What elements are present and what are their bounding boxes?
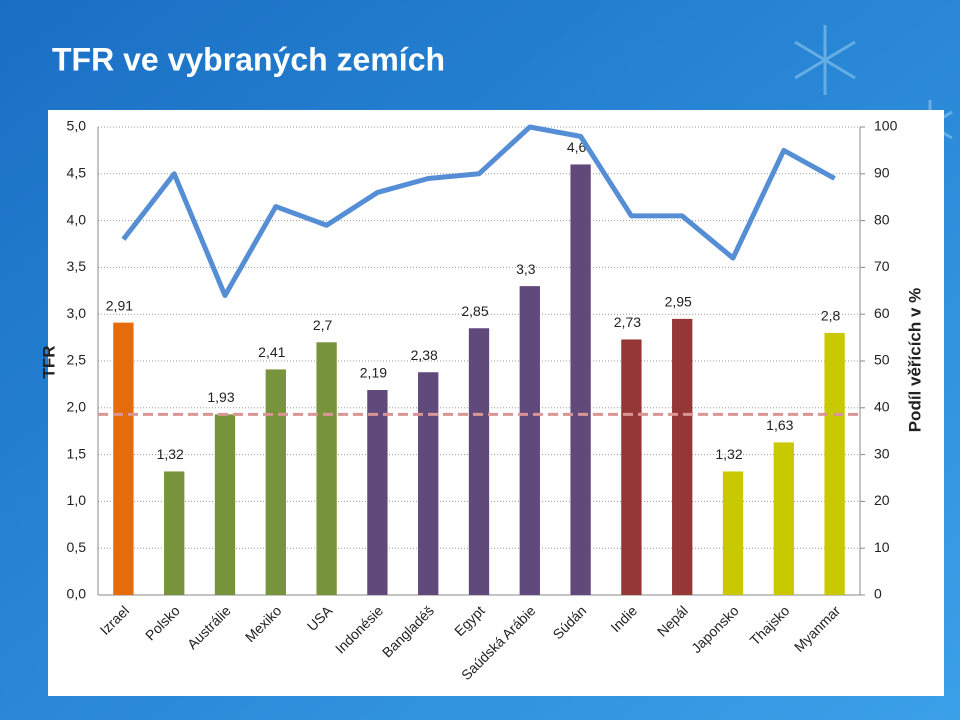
line-series: [121, 124, 836, 298]
y2-axis-label: Podíl věřících v %: [905, 288, 924, 433]
y2-tick-label: 90: [874, 165, 890, 181]
y-tick-label: 3,5: [67, 258, 87, 274]
bar: [418, 372, 439, 595]
bar: [722, 471, 744, 595]
value-label: 2,7: [313, 317, 333, 333]
value-label: 4,6: [567, 139, 587, 155]
bar: [621, 339, 642, 595]
chart-title: TFR ve vybraných zemích: [52, 41, 445, 77]
y2-tick-label: 0: [874, 586, 882, 602]
y-tick-label: 1,5: [67, 445, 87, 461]
value-label: 2,91: [106, 297, 133, 313]
bar: [265, 369, 286, 595]
bar: [367, 390, 388, 595]
value-label: 2,19: [360, 365, 387, 381]
y2-tick-label: 30: [874, 445, 890, 461]
y2-tick-label: 40: [874, 399, 890, 415]
y-axis-label: TFR: [39, 345, 58, 378]
bar: [316, 342, 337, 595]
bar: [164, 471, 185, 595]
value-label: 1,32: [157, 446, 184, 462]
bar: [824, 332, 845, 595]
value-label: 2,8: [821, 308, 841, 324]
bar: [214, 414, 236, 595]
bar: [468, 328, 490, 595]
y-tick-label: 4,0: [67, 211, 87, 227]
y2-tick-label: 20: [874, 492, 890, 508]
y-tick-label: 1,0: [67, 492, 87, 508]
y2-tick-label: 10: [874, 539, 890, 555]
bar: [519, 286, 540, 595]
value-label: 1,93: [207, 389, 234, 405]
value-label: 1,63: [766, 417, 793, 433]
bar: [113, 322, 134, 595]
bar: [570, 164, 591, 595]
value-label: 2,73: [614, 314, 641, 330]
bar: [773, 442, 794, 595]
y2-tick-label: 80: [874, 211, 890, 227]
value-label: 1,32: [715, 446, 742, 462]
bar: [672, 318, 693, 595]
y2-tick-label: 70: [874, 258, 890, 274]
value-label: 2,95: [665, 294, 692, 310]
value-label: 2,85: [461, 303, 488, 319]
y-tick-label: 4,5: [67, 165, 87, 181]
y-tick-label: 0,0: [67, 586, 87, 602]
value-label: 2,41: [258, 344, 285, 360]
y-tick-label: 2,0: [67, 399, 87, 415]
y-tick-label: 2,5: [67, 352, 87, 368]
value-label: 2,38: [411, 347, 438, 363]
y-tick-label: 3,0: [67, 305, 87, 321]
y-tick-label: 5,0: [67, 118, 87, 134]
y-tick-label: 0,5: [67, 539, 87, 555]
y2-tick-label: 50: [874, 352, 890, 368]
chart-panel: [48, 110, 944, 696]
y2-tick-label: 60: [874, 305, 890, 321]
y2-tick-label: 100: [874, 118, 898, 134]
value-label: 3,3: [516, 261, 536, 277]
